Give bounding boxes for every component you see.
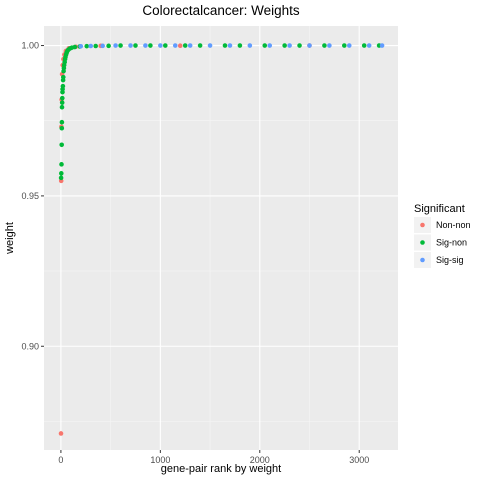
data-point <box>163 43 168 48</box>
data-point <box>72 44 78 50</box>
legend-entry-label: Sig-non <box>436 238 467 248</box>
data-point <box>133 43 138 48</box>
x-tick-label: 1000 <box>150 455 170 465</box>
y-axis: 0.90 0.95 1.00 <box>21 41 44 351</box>
data-point <box>100 43 105 49</box>
data-point <box>60 83 66 89</box>
data-point <box>182 43 188 48</box>
x-tick-label: 2000 <box>250 455 270 465</box>
data-points <box>58 43 385 436</box>
data-point <box>207 43 213 48</box>
series-sig-sig <box>78 43 385 49</box>
data-point <box>327 43 332 48</box>
data-point <box>118 43 123 48</box>
series-sig-non <box>58 43 382 181</box>
data-point <box>287 43 292 48</box>
data-point <box>148 43 153 48</box>
data-point <box>262 43 268 48</box>
x-tick-label: 0 <box>58 455 63 465</box>
data-point <box>59 104 65 110</box>
data-point <box>297 43 302 48</box>
data-point <box>361 43 367 48</box>
y-tick-label: 1.00 <box>21 41 39 51</box>
x-axis-title: gene-pair rank by weight <box>161 463 281 475</box>
data-point <box>58 431 64 436</box>
data-point <box>307 43 312 48</box>
data-point <box>88 43 94 49</box>
data-point <box>379 43 385 48</box>
legend-key-swatch <box>420 222 425 228</box>
x-tick-label: 3000 <box>349 455 369 465</box>
data-point <box>78 43 84 49</box>
data-point <box>158 43 163 48</box>
legend-title: Significant <box>414 203 465 215</box>
legend-entry-label: Non-non <box>436 220 471 230</box>
data-point <box>342 43 347 48</box>
y-tick-label: 0.90 <box>21 341 39 351</box>
data-point <box>227 43 233 48</box>
data-point <box>322 43 327 48</box>
data-point <box>366 43 372 48</box>
data-point <box>59 125 65 131</box>
data-point <box>187 43 193 48</box>
data-point <box>58 175 64 181</box>
data-point <box>346 43 352 48</box>
data-point <box>172 43 178 48</box>
minor-gridlines <box>44 26 398 450</box>
data-point <box>93 43 99 49</box>
data-point <box>84 43 90 49</box>
data-point <box>237 43 243 48</box>
legend-entry-label: Sig-sig <box>436 255 464 265</box>
data-point <box>143 43 148 48</box>
data-point <box>59 100 65 105</box>
data-point <box>177 43 183 48</box>
data-point <box>197 43 203 48</box>
data-point <box>282 43 287 48</box>
data-point <box>113 43 118 48</box>
plot-panel <box>44 26 398 450</box>
data-point <box>106 43 111 49</box>
legend-key-swatch <box>420 257 425 263</box>
data-point <box>222 43 228 48</box>
data-point <box>59 119 65 125</box>
data-point <box>128 43 133 48</box>
data-point <box>59 171 64 176</box>
legend: Significant Non-non Sig-non Sig-sig <box>414 203 471 268</box>
data-point <box>247 43 253 48</box>
y-axis-title: weight <box>4 222 16 255</box>
legend-key-swatch <box>420 240 425 245</box>
chart-title: Colorectalcancer: Weights <box>142 3 300 18</box>
data-point <box>59 162 64 167</box>
y-tick-label: 0.95 <box>21 191 39 201</box>
data-point <box>60 74 66 80</box>
x-axis: 0 1000 2000 3000 <box>58 450 369 465</box>
data-point <box>267 43 273 48</box>
data-point <box>59 142 64 148</box>
data-point <box>59 95 65 101</box>
